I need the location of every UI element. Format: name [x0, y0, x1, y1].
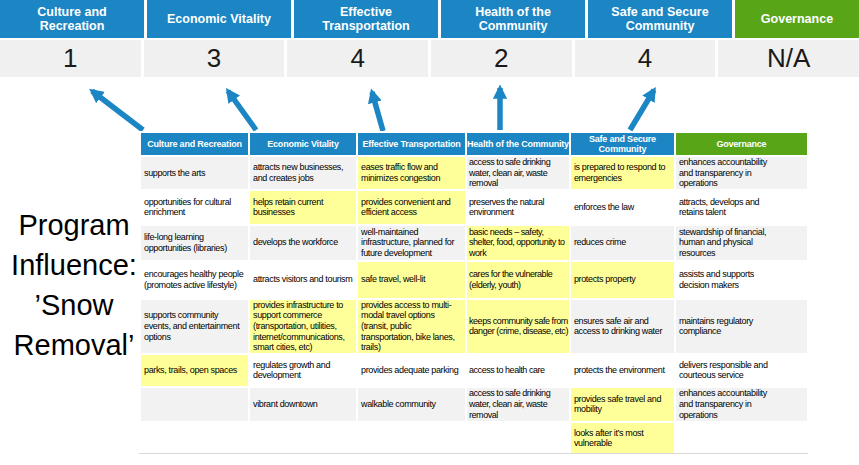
category-score-3: 4 [287, 40, 428, 77]
matrix-cell: looks after it’s most vulnerable [570, 422, 675, 455]
category-header-1: Culture and Recreation [0, 0, 144, 38]
category-header-2: Economic Vitality [147, 0, 291, 38]
matrix-cell: enhances accountability and transparency… [675, 156, 808, 190]
matrix-cell: delivers responsible and courteous servi… [675, 354, 808, 387]
matrix-cell: protects property [570, 261, 675, 299]
up-arrow-icon [372, 92, 383, 131]
matrix-cell: provides adequate parking [357, 354, 466, 387]
matrix-cell: access to safe drinking water, clean air… [466, 387, 570, 422]
matrix-cell: cares for the vulnerable (elderly, youth… [466, 261, 570, 299]
matrix-cell: keeps community safe from danger (crime,… [466, 299, 570, 354]
category-score-5: 4 [575, 40, 716, 77]
matrix-cell: attracts new businesses, and creates job… [249, 156, 357, 190]
table-header-cell: Governance [675, 132, 808, 156]
matrix-cell: helps retain current businesses [249, 190, 357, 225]
matrix-cell: eases traffic flow and minimizes congest… [357, 156, 466, 190]
matrix-cell: provides infrastructure to support comme… [249, 299, 357, 354]
matrix-cell: ensures safe air and access to drinking … [570, 299, 675, 354]
up-arrow-icon [630, 90, 654, 130]
matrix-cell: enhances accountability and transparency… [675, 387, 808, 422]
matrix-cell: assists and supports decision makers [675, 261, 808, 299]
category-banner: Culture and RecreationEconomic VitalityE… [0, 0, 859, 38]
arrows-layer [0, 78, 859, 136]
score-row: 13424N/A [0, 40, 859, 77]
matrix-cell: opportunities for cultural enrichment [140, 190, 249, 225]
category-header-3: Effective Transportation [294, 0, 438, 38]
matrix-cell [249, 422, 357, 455]
table-header-cell: Safe and Secure Community [570, 132, 675, 156]
matrix-cell: encourages healthy people (promotes acti… [140, 261, 249, 299]
matrix-cell: safe travel, well-lit [357, 261, 466, 299]
matrix-cell: attracts visitors and tourism [249, 261, 357, 299]
matrix-cell: enforces the law [570, 190, 675, 225]
up-arrow-icon [92, 91, 143, 130]
matrix-cell: parks, trails, open spaces [140, 354, 249, 387]
matrix-cell: protects the environment [570, 354, 675, 387]
category-header-5: Safe and Secure Community [588, 0, 732, 38]
matrix-cell: regulates growth and development [249, 354, 357, 387]
category-score-1: 1 [0, 40, 141, 77]
matrix-cell: preserves the natural environment [466, 190, 570, 225]
matrix-cell: supports the arts [140, 156, 249, 190]
matrix-cell: develops the workforce [249, 225, 357, 261]
matrix-cell: well-maintained infrastructure, planned … [357, 225, 466, 261]
matrix-cell: access to health care [466, 354, 570, 387]
matrix-cell: is prepared to respond to emergencies [570, 156, 675, 190]
matrix-cell: maintains regulatory compliance [675, 299, 808, 354]
matrix-cell [140, 387, 249, 422]
table-header-cell: Economic Vitality [249, 132, 357, 156]
influence-matrix: Culture and RecreationEconomic VitalityE… [139, 131, 809, 456]
matrix-cell: supports community events, and entertain… [140, 299, 249, 354]
category-header-6: Governance [735, 0, 859, 38]
matrix-cell: access to safe drinking water, clean air… [466, 156, 570, 190]
up-arrow-icon [228, 91, 256, 130]
page-title: Program Influence: ’Snow Removal’ [0, 205, 148, 365]
matrix-cell [140, 422, 249, 455]
category-score-2: 3 [144, 40, 285, 77]
table-header-cell: Culture and Recreation [140, 132, 249, 156]
matrix-cell: stewardship of financial, human and phys… [675, 225, 808, 261]
matrix-cell: vibrant downtown [249, 387, 357, 422]
matrix-cell: walkable community [357, 387, 466, 422]
table-header-cell: Effective Transportation [357, 132, 466, 156]
matrix-cell: basic needs – safety, shelter, food, opp… [466, 225, 570, 261]
matrix-cell [466, 422, 570, 455]
matrix-cell: reduces crime [570, 225, 675, 261]
matrix-cell: life-long learning opportunities (librar… [140, 225, 249, 261]
table-header-cell: Health of the Community [466, 132, 570, 156]
matrix-cell: provides convenient and efficient access [357, 190, 466, 225]
matrix-cell: provides access to multi-modal travel op… [357, 299, 466, 354]
category-score-6: N/A [718, 40, 859, 77]
matrix-cell [357, 422, 466, 455]
category-header-4: Health of the Community [441, 0, 585, 38]
table-bottom-border [139, 453, 808, 454]
category-score-4: 2 [431, 40, 572, 77]
matrix-cell: provides safe travel and mobility [570, 387, 675, 422]
matrix-cell: attracts, develops and retains talent [675, 190, 808, 225]
matrix-cell [675, 422, 808, 455]
